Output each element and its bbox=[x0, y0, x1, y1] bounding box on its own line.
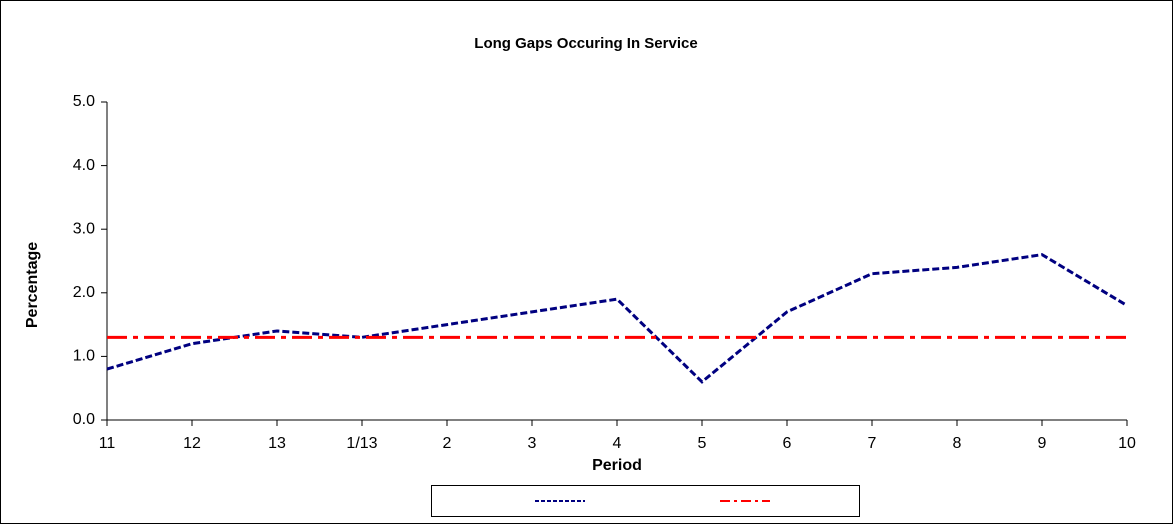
x-tick-label: 8 bbox=[953, 435, 962, 452]
x-tick-label: 5 bbox=[698, 435, 707, 452]
y-tick-label: 3.0 bbox=[73, 220, 95, 237]
x-tick-label: 7 bbox=[868, 435, 877, 452]
x-tick-label: 3 bbox=[528, 435, 537, 452]
y-tick-label: 1.0 bbox=[73, 348, 95, 365]
x-tick-label: 6 bbox=[783, 435, 792, 452]
x-tick-label: 13 bbox=[268, 435, 286, 452]
chart-title: Long Gaps Occuring In Service bbox=[474, 35, 697, 52]
x-tick-label: 9 bbox=[1038, 435, 1047, 452]
y-tick-label: 0.0 bbox=[73, 411, 95, 428]
y-tick-label: 4.0 bbox=[73, 157, 95, 174]
legend bbox=[431, 485, 860, 517]
x-tick-label: 12 bbox=[183, 435, 201, 452]
x-tick-label: 1/13 bbox=[346, 435, 377, 452]
y-axis-label: Percentage bbox=[24, 242, 41, 328]
y-tick-label: 2.0 bbox=[73, 284, 95, 301]
series-line bbox=[106, 253, 1128, 384]
x-tick-label: 10 bbox=[1118, 435, 1136, 452]
x-axis-label: Period bbox=[592, 457, 642, 474]
y-tick-label: 5.0 bbox=[73, 93, 95, 110]
x-tick-label: 4 bbox=[613, 435, 622, 452]
x-tick-label: 11 bbox=[99, 435, 116, 452]
x-tick-label: 2 bbox=[443, 435, 452, 452]
